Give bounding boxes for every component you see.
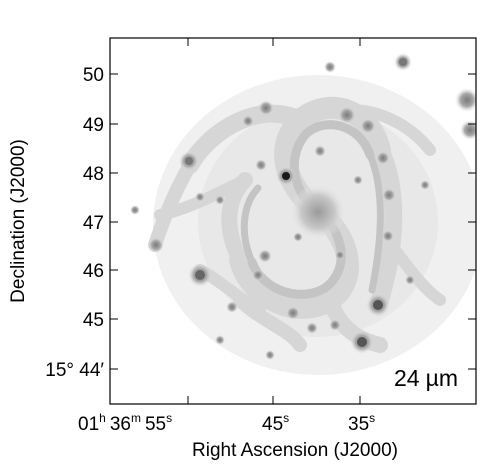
band-label: 24 µm [394, 365, 458, 391]
dec-tick-label: 49 [83, 115, 104, 136]
dec-ticks [110, 73, 476, 370]
dec-tick-label: 45 [83, 310, 104, 331]
ra-tick-label-second: 45s [262, 411, 289, 435]
x-axis-title: Right Ascension (J2000) [192, 440, 398, 461]
ra-tick-label-first: 01h 36m 55s [78, 411, 172, 435]
galaxy-core [290, 184, 346, 240]
y-axis-title: Declination (J2000) [8, 139, 29, 303]
dec-tick-label: 50 [83, 65, 104, 86]
dec-tick-label: 48 [83, 164, 104, 185]
ra-tick-labels: 01h 36m 55s 45s 35s [78, 411, 375, 435]
hii-regions [130, 53, 476, 360]
dec-tick-label: 47 [83, 213, 104, 234]
ra-tick-label-third: 35s [348, 411, 375, 435]
dec-tick-label: 46 [83, 261, 104, 282]
infrared-image [110, 38, 476, 404]
ra-ticks [187, 38, 361, 404]
dec-tick-labels: 50 49 48 47 46 45 15° 44′ [45, 65, 104, 381]
dec-tick-label: 15° 44′ [45, 360, 104, 381]
plot-frame [109, 37, 477, 405]
